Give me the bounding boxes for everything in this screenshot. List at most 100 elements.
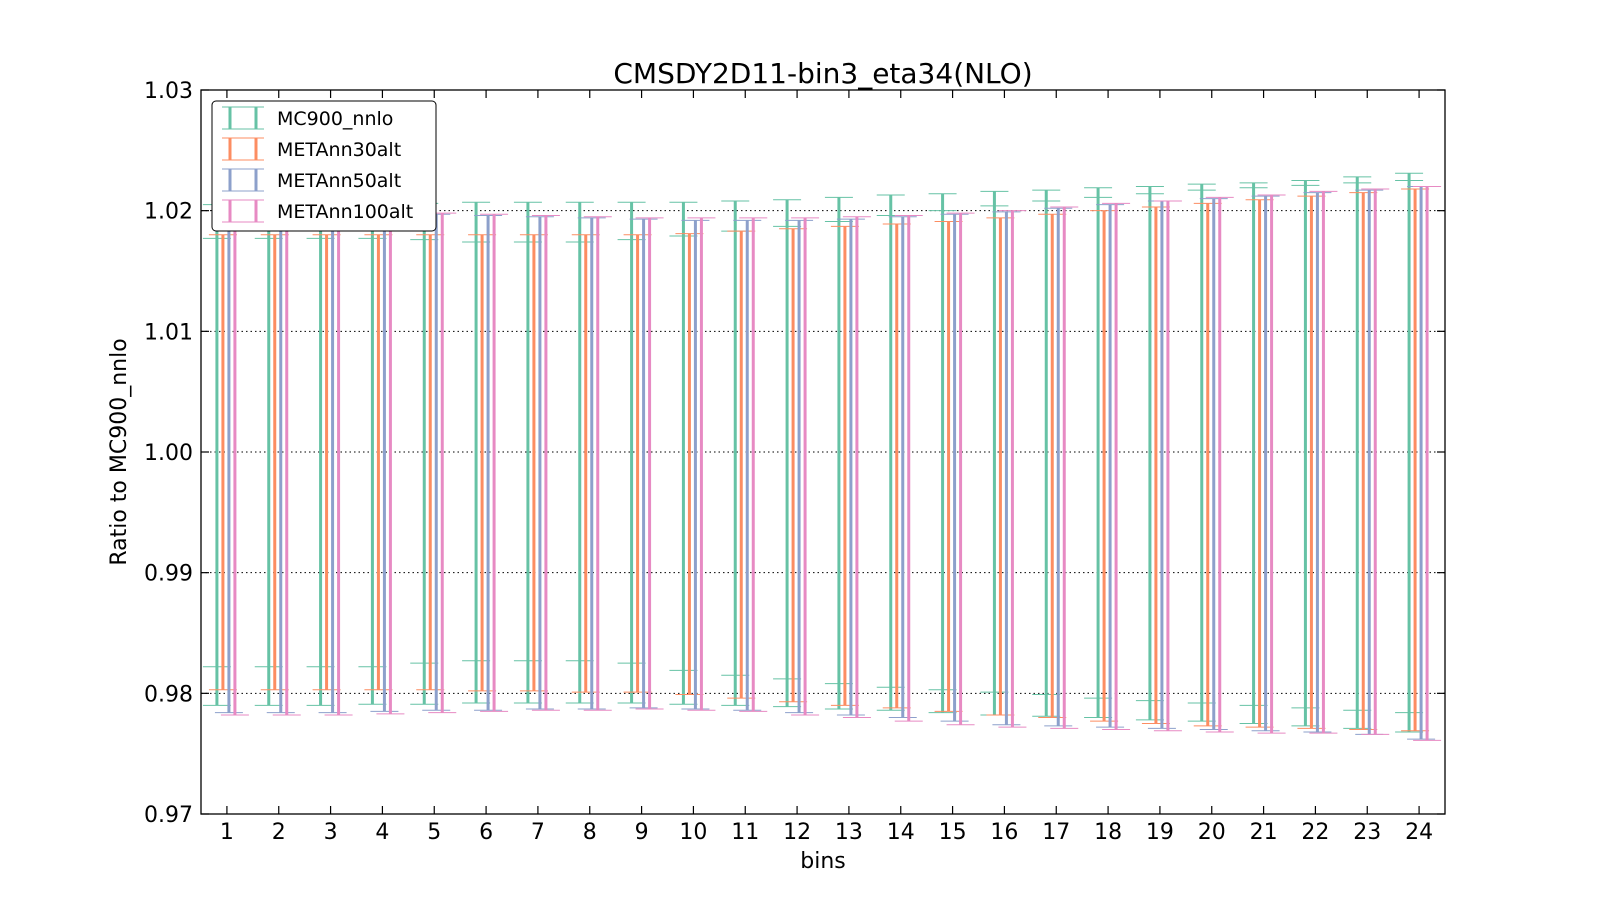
errorbar bbox=[1153, 200, 1182, 732]
errorbar bbox=[1349, 192, 1378, 731]
x-tick-label: 4 bbox=[375, 820, 389, 845]
y-tick-label: 1.01 bbox=[144, 320, 193, 345]
x-tick-label: 1 bbox=[220, 820, 234, 845]
errorbar bbox=[565, 201, 594, 704]
errorbar bbox=[577, 217, 606, 710]
errorbar bbox=[1297, 195, 1326, 729]
x-tick-label: 14 bbox=[887, 820, 915, 845]
legend-label: METAnn50alt bbox=[277, 170, 401, 192]
errorbar bbox=[882, 223, 911, 709]
x-tick-label: 20 bbox=[1198, 820, 1226, 845]
errorbar bbox=[998, 210, 1027, 728]
errorbar bbox=[721, 200, 750, 706]
y-tick-label: 0.97 bbox=[144, 803, 193, 828]
errorbar bbox=[416, 234, 445, 691]
errorbar bbox=[266, 210, 295, 714]
errorbar bbox=[992, 211, 1021, 726]
x-tick-label: 5 bbox=[427, 820, 441, 845]
x-tick-label: 17 bbox=[1042, 820, 1070, 845]
errorbar bbox=[1205, 196, 1234, 733]
y-tick-label: 0.98 bbox=[144, 682, 193, 707]
error-bars bbox=[202, 172, 1442, 741]
errorbar bbox=[1084, 187, 1113, 718]
legend-box bbox=[211, 100, 437, 232]
errorbar bbox=[842, 216, 871, 718]
x-tick-label: 24 bbox=[1405, 820, 1433, 845]
errorbar bbox=[623, 234, 652, 693]
axis-ticks: 0.970.980.991.001.011.021.031 2 3 4 5 6 7 8 9 10 1… bbox=[144, 79, 1445, 845]
errorbar bbox=[208, 234, 237, 691]
legend-label: METAnn100alt bbox=[277, 201, 413, 223]
errorbar bbox=[617, 201, 646, 704]
errorbar bbox=[1102, 202, 1131, 731]
errorbar bbox=[474, 214, 503, 711]
x-tick-label: 22 bbox=[1301, 820, 1329, 845]
legend-item: MC900_nnlo bbox=[222, 106, 393, 130]
x-tick-label: 18 bbox=[1094, 820, 1122, 845]
errorbar bbox=[571, 234, 600, 693]
errorbar bbox=[739, 217, 768, 712]
errorbar bbox=[525, 216, 554, 710]
errorbar bbox=[1413, 186, 1442, 741]
errorbar bbox=[318, 211, 347, 714]
errorbar bbox=[1395, 172, 1424, 733]
errorbar bbox=[940, 213, 969, 722]
legend-item: METAnn30alt bbox=[222, 137, 401, 161]
x-tick-label: 15 bbox=[939, 820, 967, 845]
errorbar bbox=[1407, 186, 1436, 740]
errorbar bbox=[894, 214, 923, 722]
errorbar bbox=[1343, 176, 1372, 729]
grid-lines bbox=[201, 210, 1445, 694]
errorbar bbox=[1187, 183, 1216, 722]
errorbar bbox=[1239, 182, 1268, 724]
errorbar bbox=[1032, 189, 1061, 717]
x-tick-label: 16 bbox=[990, 820, 1018, 845]
errorbar bbox=[934, 221, 963, 712]
errorbar bbox=[980, 190, 1009, 716]
errorbar bbox=[480, 213, 509, 712]
errorbar bbox=[1257, 194, 1286, 734]
errorbar bbox=[306, 204, 335, 706]
errorbar bbox=[824, 196, 853, 710]
errorbar bbox=[928, 193, 957, 714]
x-tick-label: 9 bbox=[635, 820, 649, 845]
errorbar bbox=[1309, 190, 1338, 734]
x-tick-label: 3 bbox=[324, 820, 338, 845]
errorbar bbox=[946, 212, 975, 726]
errorbar bbox=[214, 210, 243, 714]
errorbar bbox=[1135, 186, 1164, 721]
errorbar bbox=[202, 204, 231, 706]
errorbar bbox=[428, 212, 457, 714]
errorbar bbox=[773, 199, 802, 708]
errorbar bbox=[324, 211, 353, 716]
errorbar bbox=[779, 228, 808, 703]
x-axis-label: bins bbox=[800, 849, 845, 874]
errorbar bbox=[358, 204, 387, 705]
errorbar bbox=[1361, 188, 1390, 735]
errorbar bbox=[272, 210, 301, 716]
errorbar bbox=[727, 230, 756, 699]
x-tick-label: 6 bbox=[479, 820, 493, 845]
errorbar bbox=[986, 217, 1015, 716]
y-tick-label: 0.99 bbox=[144, 562, 193, 587]
errorbar bbox=[675, 233, 704, 696]
errorbar bbox=[1090, 210, 1119, 722]
errorbar bbox=[1401, 188, 1430, 732]
errorbar bbox=[681, 219, 710, 710]
x-tick-label: 11 bbox=[731, 820, 759, 845]
legend: MC900_nnlo METAnn30alt METAnn50alt METAnn10… bbox=[211, 100, 437, 232]
errorbar bbox=[888, 216, 917, 718]
y-axis-label: Ratio to MC900_nnlo bbox=[107, 338, 132, 565]
errorbar bbox=[876, 194, 905, 711]
x-tick-label: 23 bbox=[1353, 820, 1381, 845]
errorbar bbox=[260, 234, 289, 691]
x-tick-label: 8 bbox=[583, 820, 597, 845]
legend-item: METAnn50alt bbox=[222, 168, 401, 192]
errorbar bbox=[1355, 189, 1384, 735]
errorbar bbox=[1291, 180, 1320, 727]
y-tick-label: 1.03 bbox=[144, 79, 193, 104]
errorbar bbox=[376, 212, 405, 715]
errorbar bbox=[519, 234, 548, 692]
errorbar bbox=[1141, 206, 1170, 724]
chart-title: CMSDY2D11-bin3_eta34(NLO) bbox=[613, 57, 1032, 90]
